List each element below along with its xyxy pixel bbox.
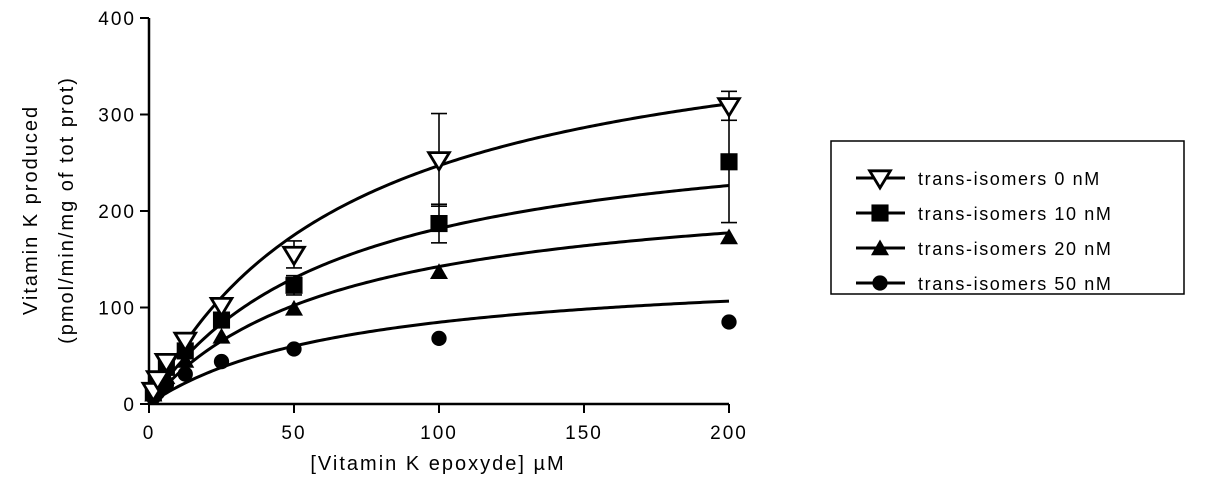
y-tick-label: 0 [123,395,136,416]
data-point-series-0 [208,296,235,319]
x-tick-label: 0 [143,423,156,444]
fit-curve-series-3 [148,299,730,404]
legend-marker [867,169,893,191]
data-point-series-0 [281,245,307,268]
legend-label: trans-isomers 10 nM [918,204,1112,224]
x-tick-label: 100 [420,423,458,444]
data-point-series-2 [176,352,195,368]
y-tick-label: 400 [98,9,136,30]
data-point-series-1 [720,153,738,171]
legend-label: trans-isomers 0 nM [918,169,1101,189]
legend-marker [871,239,889,256]
legend: trans-isomers 0 nM trans-isomers 10 nM tra… [830,140,1185,295]
data-point-series-3 [721,314,737,330]
legend-label: trans-isomers 50 nM [918,274,1112,294]
x-tick-label: 50 [281,423,306,444]
legend-box [830,140,1185,295]
data-point-series-3 [286,341,302,357]
data-point-series-0 [426,151,452,173]
x-tick-label: 150 [565,423,603,444]
data-point-series-2 [285,299,303,316]
y-tick-label: 300 [98,106,136,127]
legend-label: trans-isomers 20 nM [918,239,1112,259]
data-point-series-1 [430,214,448,233]
data-point-series-3 [213,353,230,370]
y-axis-title-line-2: (pmol/min/mg of tot prot) [56,76,78,344]
data-point-series-1 [285,276,303,294]
fit-curve-series-2 [147,231,730,404]
legend-marker [871,204,889,222]
data-point-series-0 [716,97,742,119]
x-axis-ticks: 0 50 100 150 200 [143,404,748,444]
data-point-series-2 [212,327,231,344]
data-point-series-0 [144,370,171,392]
data-point-series-2 [430,263,448,279]
error-bars [286,90,737,296]
data-point-series-3 [431,330,447,347]
data-point-series-2 [720,228,738,245]
data-point-series-3 [177,366,193,382]
data-points [140,97,742,405]
x-axis-title: [Vitamin K epoxyde] µM [310,453,565,475]
y-axis-ticks: 0 100 200 300 400 [98,9,149,416]
y-axis-title-line-1: Vitamin K produced [20,105,42,315]
y-tick-label: 100 [98,299,136,320]
x-tick-label: 200 [710,423,748,444]
legend-marker [872,275,888,291]
data-point-series-0 [153,352,180,375]
y-tick-label: 200 [98,202,136,223]
data-point-series-0 [172,331,199,353]
data-point-series-1 [212,311,231,329]
